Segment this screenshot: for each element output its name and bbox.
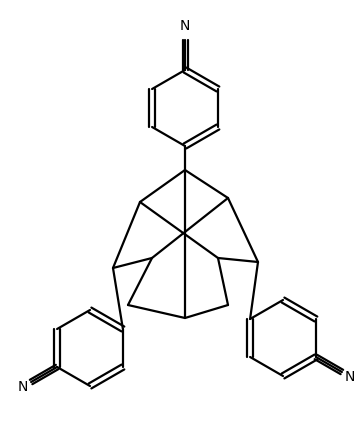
Text: N: N — [345, 370, 355, 384]
Text: N: N — [180, 19, 190, 33]
Text: N: N — [18, 380, 28, 394]
